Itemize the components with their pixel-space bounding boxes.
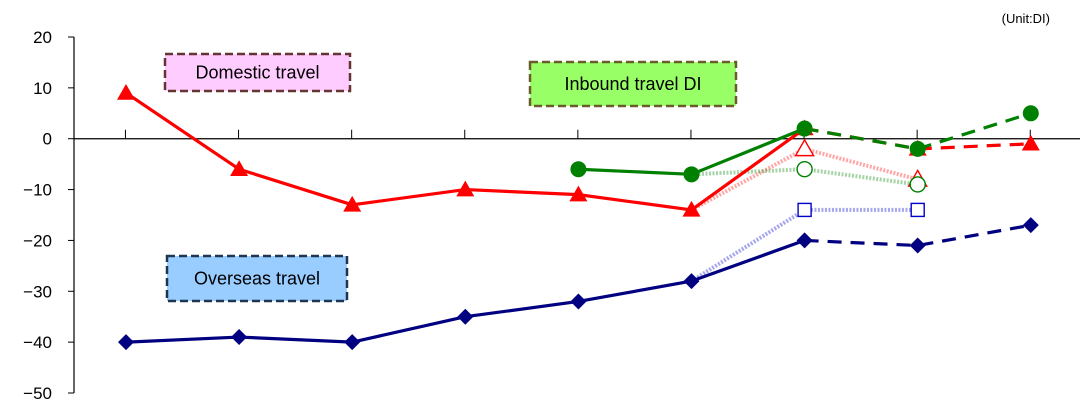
domestic-travel-previous-forecast-point — [794, 138, 815, 157]
y-axis-tick-labels: 20 10 0 −10 −20 −30 −40 −50 — [23, 28, 52, 401]
overseas-travel-actual-point — [570, 293, 587, 310]
domestic-travel-actual-point — [456, 180, 475, 197]
domestic-travel-forecast-point — [1021, 134, 1040, 151]
y-tick-label: −30 — [23, 282, 52, 301]
y-tick-label: 0 — [43, 130, 52, 149]
overseas-travel-previous-forecast-point — [910, 202, 925, 218]
inbound-travel-di-forecast-point — [1022, 105, 1039, 122]
overseas-travel-box — [165, 254, 349, 303]
inbound-travel-di-actual-series — [570, 120, 813, 183]
inbound-travel-di-previous-forecast-series — [691, 161, 926, 193]
domestic-travel-actual-point — [569, 185, 588, 202]
inbound-travel-di-box — [528, 60, 738, 108]
y-tick-label: −50 — [23, 384, 52, 401]
domestic-travel-actual-point — [117, 83, 135, 100]
y-tick-label: 20 — [33, 28, 52, 47]
y-tick-label: −40 — [23, 333, 52, 352]
inbound-travel-di-forecast-line — [804, 111, 1032, 151]
inbound-travel-di-actual-point — [683, 166, 700, 183]
overseas-travel-forecast-series — [804, 217, 1039, 254]
overseas-travel-actual-point — [683, 273, 700, 290]
series-label-boxes: Domestic travel Inbound travel DI Overseas… — [163, 52, 738, 303]
domestic-travel-label: Domestic travel — [195, 63, 319, 83]
overseas-travel-previous-forecast-series — [690, 202, 925, 283]
axes — [68, 36, 1080, 394]
inbound-travel-di-previous-forecast-point — [796, 161, 813, 178]
overseas-travel-actual-point — [457, 308, 474, 325]
y-tick-label: −20 — [23, 231, 52, 250]
overseas-travel-actual-series — [118, 232, 813, 351]
series-layer — [117, 83, 1040, 351]
overseas-travel-label-box: Overseas travel — [165, 254, 349, 303]
y-tick-label: 10 — [33, 79, 52, 98]
overseas-travel-forecast-point — [909, 237, 926, 254]
inbound-travel-di-label: Inbound travel DI — [564, 74, 701, 94]
domestic-travel-forecast-line — [804, 126, 1031, 151]
inbound-travel-di-previous-forecast-point — [909, 176, 926, 193]
domestic-travel-previous-forecast-line — [690, 146, 919, 212]
inbound-travel-di-actual-point — [796, 120, 813, 137]
domestic-travel-actual-point — [343, 195, 362, 212]
overseas-travel-actual-point — [231, 329, 248, 346]
domestic-travel-label-box: Domestic travel — [163, 52, 352, 93]
domestic-travel-actual-point — [230, 160, 249, 176]
overseas-travel-actual-point — [344, 334, 361, 351]
overseas-travel-label: Overseas travel — [194, 269, 320, 289]
domestic-travel-actual-point — [682, 200, 701, 217]
inbound-travel-di-label-box: Inbound travel DI — [528, 60, 738, 108]
y-tick-label: −10 — [23, 181, 52, 200]
overseas-travel-actual-point — [118, 334, 134, 351]
overseas-travel-previous-forecast-point — [797, 202, 812, 218]
overseas-travel-forecast-point — [1022, 217, 1039, 234]
inbound-travel-di-actual-point — [570, 161, 587, 178]
overseas-travel-forecast-line — [804, 223, 1032, 248]
domestic-travel-box — [163, 52, 352, 93]
unit-label: (Unit:DI) — [1002, 11, 1050, 26]
inbound-travel-di-forecast-point — [909, 140, 926, 157]
inbound-travel-di-forecast-series — [804, 105, 1039, 157]
